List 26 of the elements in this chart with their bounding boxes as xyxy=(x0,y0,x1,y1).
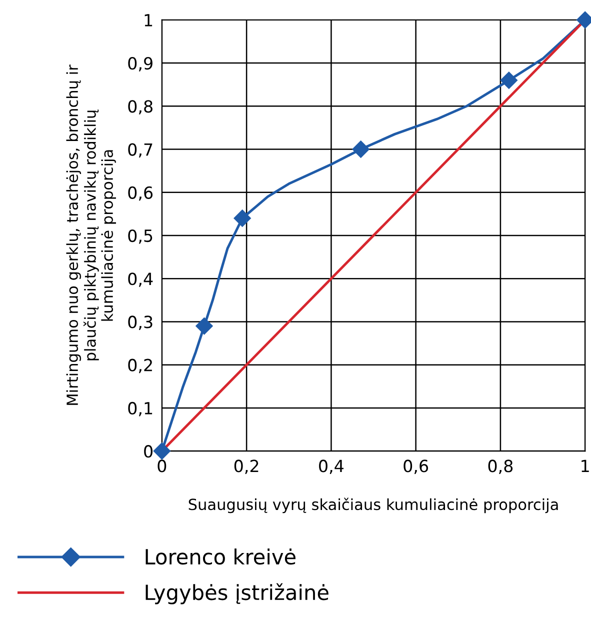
point xyxy=(196,317,213,335)
x-tick-label: 0,4 xyxy=(319,460,344,474)
y-tick-label: 1 xyxy=(144,14,152,26)
y-tick-label: 0,6 xyxy=(128,186,153,201)
y-tick-label: 0,3 xyxy=(128,316,152,330)
x-tick-label: 0,2 xyxy=(234,460,258,474)
legend-label: Lorenco kreivė xyxy=(146,548,296,565)
y-tick-label: 0 xyxy=(144,445,152,458)
y-tick-label: 0,9 xyxy=(128,57,152,72)
y-tick-label: 0,2 xyxy=(128,358,152,374)
y-tick-label: 0,1 xyxy=(128,402,152,416)
y-tick-label: 0,7 xyxy=(128,143,152,158)
x-tick-label: 0 xyxy=(158,460,166,472)
point xyxy=(234,210,251,227)
x-tick-label: 0,6 xyxy=(404,460,428,474)
x-tick-label: 0,8 xyxy=(488,460,513,474)
y-tick-label: 0,8 xyxy=(128,100,152,114)
point xyxy=(352,140,370,158)
x-axis-title: Suaugusių vyrų skaičiaus kumuliacinė proporcija xyxy=(188,498,558,514)
y-axis-title: Mirtingumo nuo gerklų, trachėjos, bronchų ir plaučių piktybinių navikų rodiklių kumuliacinė proporcija xyxy=(66,64,116,405)
legend-label: Lygybės įstrižainė xyxy=(146,583,328,604)
y-tick-label: 0,4 xyxy=(128,272,153,287)
point xyxy=(153,442,170,460)
point xyxy=(500,72,518,89)
y-tick-label: 0,5 xyxy=(128,229,152,244)
x-tick-label: 1 xyxy=(582,460,589,472)
